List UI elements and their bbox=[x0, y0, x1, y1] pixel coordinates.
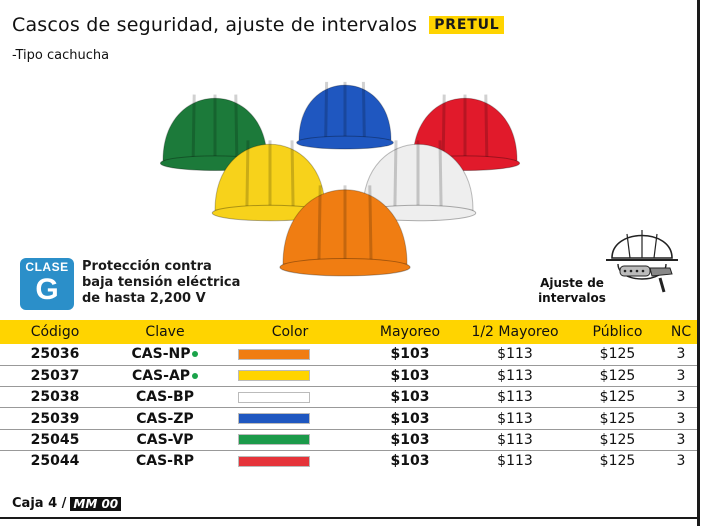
medio-mayoreo-cell: $113 bbox=[460, 429, 570, 451]
nc-cell: 3 bbox=[665, 429, 697, 451]
helmet-adjust-icon bbox=[606, 230, 678, 293]
frame-right-border bbox=[697, 0, 700, 526]
publico-cell: $125 bbox=[599, 453, 636, 470]
color-swatch bbox=[238, 455, 310, 467]
color-cell bbox=[220, 386, 360, 409]
header-mayoreo: Mayoreo bbox=[360, 320, 460, 344]
publico-cell: $125 bbox=[570, 407, 665, 430]
medio-mayoreo-cell: $113 bbox=[497, 453, 533, 470]
nc-cell: 3 bbox=[676, 453, 686, 470]
mm-badge: MM 00 bbox=[70, 496, 122, 511]
color-swatch bbox=[238, 391, 310, 403]
table-row: 25036 CAS-NP $103 $113 $125 3 bbox=[0, 344, 697, 366]
table-row: 25044 CAS-RP $103 $113 $125 3 bbox=[0, 450, 697, 471]
color-swatch bbox=[238, 434, 310, 446]
header-publico: Público bbox=[570, 320, 665, 344]
clave-text: CAS-NP bbox=[131, 346, 191, 363]
new-item-dot-icon bbox=[192, 372, 199, 379]
footer-caja: Caja 4 / MM 00 bbox=[12, 496, 122, 511]
helmet-blue bbox=[296, 81, 394, 150]
table-row: 25039 CAS-ZP $103 $113 $125 3 bbox=[0, 407, 697, 430]
clase-badge-label: CLASE bbox=[25, 260, 69, 274]
table-row: 25038 CAS-BP $103 $113 $125 3 bbox=[0, 386, 697, 409]
clave-text: CAS-RP bbox=[135, 453, 195, 470]
header-clave: Clave bbox=[110, 320, 220, 344]
clave-cell: CAS-VP bbox=[110, 429, 220, 451]
mayoreo-cell: $103 bbox=[360, 386, 460, 409]
helmet-orange bbox=[279, 185, 411, 277]
clave-cell: CAS-RP bbox=[110, 450, 220, 471]
mayoreo-cell: $103 bbox=[360, 365, 460, 388]
mayoreo-cell: $103 bbox=[360, 429, 460, 451]
brand-logo: PRETUL bbox=[429, 16, 505, 34]
table-row: 25037 CAS-AP $103 $113 $125 3 bbox=[0, 365, 697, 388]
publico-cell: $125 bbox=[570, 429, 665, 451]
publico-cell: $125 bbox=[570, 365, 665, 388]
helmet-green bbox=[160, 94, 271, 171]
header-medio-mayoreo: 1/2 Mayoreo bbox=[460, 320, 570, 344]
helmet-yellow bbox=[211, 140, 329, 222]
ajuste-label: Ajuste de intervalos bbox=[536, 276, 608, 306]
clave-text: CAS-BP bbox=[136, 389, 194, 406]
price-table: Código Clave Color Mayoreo 1/2 Mayoreo P… bbox=[0, 320, 697, 472]
color-cell bbox=[220, 365, 360, 388]
helmets-photo bbox=[160, 81, 521, 277]
color-cell bbox=[220, 407, 360, 430]
frame-bottom-border bbox=[0, 517, 700, 519]
color-cell bbox=[220, 450, 360, 471]
medio-mayoreo-cell: $113 bbox=[460, 344, 570, 366]
clase-line-2: baja tensión eléctrica bbox=[82, 275, 241, 290]
medio-mayoreo-cell: $113 bbox=[460, 386, 570, 409]
clase-g-badge: CLASE G bbox=[20, 258, 74, 310]
header-color: Color bbox=[220, 320, 360, 344]
color-swatch bbox=[238, 370, 310, 382]
price-table-header: Código Clave Color Mayoreo 1/2 Mayoreo P… bbox=[0, 320, 697, 344]
clase-line-1: Protección contra bbox=[82, 259, 212, 274]
color-swatch bbox=[238, 413, 310, 425]
color-cell bbox=[220, 429, 360, 451]
helmet-white bbox=[359, 140, 477, 222]
codigo-cell: 25036 bbox=[0, 344, 110, 366]
publico-cell: $125 bbox=[570, 344, 665, 366]
clave-cell: CAS-AP bbox=[110, 365, 220, 388]
nc-cell: 3 bbox=[665, 407, 697, 430]
clave-cell: CAS-BP bbox=[110, 386, 220, 409]
table-row: 25045 CAS-VP $103 $113 $125 3 bbox=[0, 429, 697, 451]
medio-mayoreo-cell: $113 bbox=[460, 365, 570, 388]
nc-cell: 3 bbox=[665, 386, 697, 409]
mayoreo-cell: $103 bbox=[360, 344, 460, 366]
clase-line-3: de hasta 2,200 V bbox=[82, 291, 206, 306]
subtitle: -Tipo cachucha bbox=[12, 48, 110, 63]
color-cell bbox=[220, 344, 360, 366]
new-item-dot-icon bbox=[192, 351, 199, 358]
clave-text: CAS-ZP bbox=[136, 410, 194, 427]
codigo-cell: 25044 bbox=[30, 453, 80, 470]
clase-description: Protección contra baja tensión eléctrica… bbox=[82, 259, 240, 307]
codigo-cell: 25038 bbox=[0, 386, 110, 409]
codigo-cell: 25045 bbox=[0, 429, 110, 451]
title-row: Cascos de seguridad, ajuste de intervalo… bbox=[12, 12, 505, 38]
publico-cell: $125 bbox=[570, 386, 665, 409]
clave-cell: CAS-NP bbox=[110, 344, 220, 366]
medio-mayoreo-cell: $113 bbox=[460, 407, 570, 430]
clase-badge-letter: G bbox=[35, 273, 59, 306]
mayoreo-cell: $103 bbox=[390, 453, 430, 470]
codigo-cell: 25039 bbox=[0, 407, 110, 430]
caja-label: Caja 4 / bbox=[12, 496, 67, 511]
clave-text: CAS-VP bbox=[136, 431, 194, 448]
header-codigo: Código bbox=[0, 320, 110, 344]
nc-cell: 3 bbox=[665, 365, 697, 388]
mayoreo-cell: $103 bbox=[360, 407, 460, 430]
color-swatch bbox=[238, 348, 310, 360]
ajuste-line-1: Ajuste de bbox=[540, 276, 604, 290]
ajuste-line-2: intervalos bbox=[538, 291, 606, 305]
clave-text: CAS-AP bbox=[131, 367, 191, 384]
clave-cell: CAS-ZP bbox=[110, 407, 220, 430]
header-nc: NC bbox=[665, 320, 697, 344]
codigo-cell: 25037 bbox=[0, 365, 110, 388]
nc-cell: 3 bbox=[665, 344, 697, 366]
page-title: Cascos de seguridad, ajuste de intervalo… bbox=[12, 14, 418, 36]
